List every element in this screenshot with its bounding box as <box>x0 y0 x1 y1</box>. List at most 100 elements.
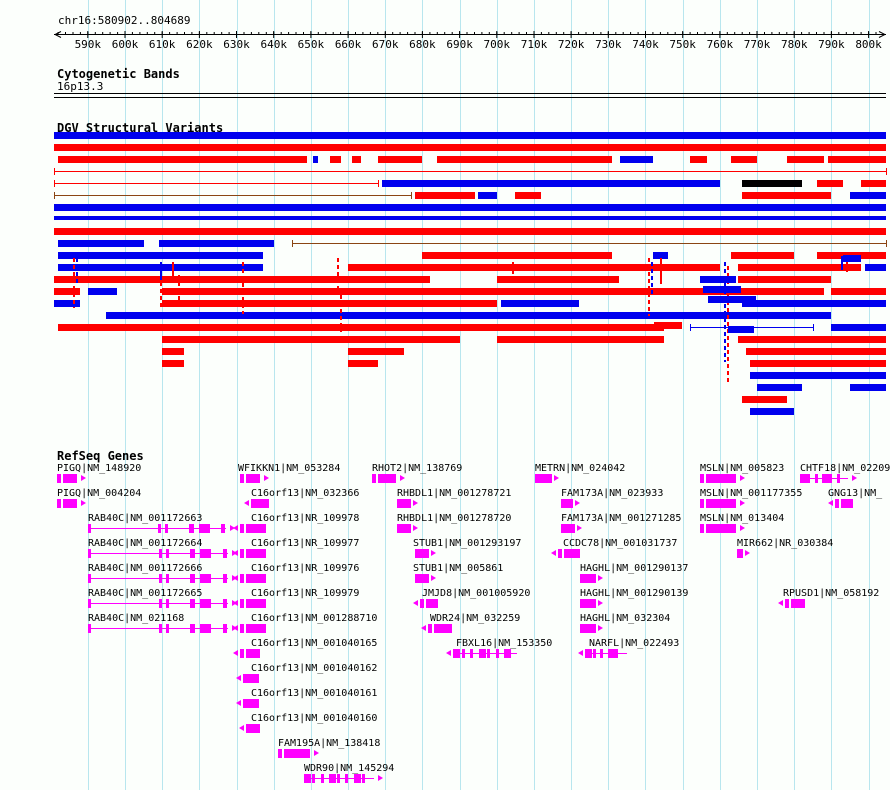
gene-label[interactable]: RHBDL1|NM_001278721 <box>397 488 512 499</box>
gene-label[interactable]: CCDC78|NM_001031737 <box>563 538 678 549</box>
gene-model[interactable] <box>535 474 559 483</box>
gene-label[interactable]: HAGHL|NM_032304 <box>580 613 671 624</box>
gene-label[interactable]: C16orf13|NR_109977 <box>251 538 360 549</box>
gene-model[interactable] <box>580 599 603 608</box>
gene-model[interactable] <box>244 499 269 508</box>
gene-model[interactable] <box>233 624 268 633</box>
gene-model[interactable] <box>828 499 855 508</box>
gene-label[interactable]: HAGHL|NM_001290139 <box>580 588 689 599</box>
exon-block <box>158 524 161 533</box>
gene-label[interactable]: RAB40C|NM_001172666 <box>88 563 203 574</box>
gridline-770k <box>757 0 758 790</box>
gene-label[interactable]: MSLN|NM_005823 <box>700 463 785 474</box>
gene-model[interactable] <box>236 699 259 708</box>
strand-arrow-right-icon <box>598 575 603 581</box>
gene-model[interactable] <box>700 524 745 533</box>
gene-label[interactable]: C16orf13|NM_001040165 <box>251 638 378 649</box>
gene-model[interactable] <box>800 474 857 483</box>
gene-label[interactable]: CHTF18|NM_02209 <box>800 463 890 474</box>
gene-label[interactable]: STUB1|NM_001293197 <box>413 538 522 549</box>
gridline-730k <box>608 0 609 790</box>
gene-model[interactable] <box>233 549 268 558</box>
gene-model[interactable] <box>561 524 582 533</box>
gene-label[interactable]: FAM173A|NM_001271285 <box>561 513 682 524</box>
gene-model[interactable] <box>88 549 237 558</box>
exon-block <box>240 524 244 533</box>
gene-label[interactable]: NARFL|NM_022493 <box>589 638 680 649</box>
gene-model[interactable] <box>57 474 86 483</box>
gene-model[interactable] <box>233 574 268 583</box>
gene-model[interactable] <box>446 649 519 658</box>
strand-arrow-right-icon <box>598 600 603 606</box>
gene-label[interactable]: C16orf13|NR_109979 <box>251 588 360 599</box>
gene-model[interactable] <box>737 549 750 558</box>
gene-label[interactable]: HAGHL|NM_001290137 <box>580 563 689 574</box>
gene-label[interactable]: FAM195A|NM_138418 <box>278 738 381 749</box>
gene-model[interactable] <box>580 574 603 583</box>
gene-label[interactable]: C16orf13|NM_032366 <box>251 488 360 499</box>
gene-label[interactable]: WDR90|NM_145294 <box>304 763 395 774</box>
gene-label[interactable]: METRN|NM_024042 <box>535 463 626 474</box>
gene-label[interactable]: RPUSD1|NM_058192 <box>783 588 880 599</box>
gene-model[interactable] <box>88 574 237 583</box>
gene-label[interactable]: MIR662|NR_030384 <box>737 538 834 549</box>
gene-model[interactable] <box>88 599 237 608</box>
gene-label[interactable]: PIGQ|NM_004204 <box>57 488 142 499</box>
gene-model[interactable] <box>397 524 418 533</box>
gene-model[interactable] <box>778 599 807 608</box>
gene-model[interactable] <box>551 549 582 558</box>
gene-model[interactable] <box>561 499 580 508</box>
exon-block <box>198 524 210 533</box>
gene-label[interactable]: FBXL16|NM_153350 <box>456 638 553 649</box>
gene-label[interactable]: C16orf13|NM_001040161 <box>251 688 378 699</box>
gene-label[interactable]: C16orf13|NR_109978 <box>251 513 360 524</box>
gene-model[interactable] <box>233 599 268 608</box>
gene-label[interactable]: MSLN|NM_013404 <box>700 513 785 524</box>
dgv-variant-gain <box>437 156 612 163</box>
gene-label[interactable]: C16orf13|NM_001040162 <box>251 663 378 674</box>
dgv-variant-gain <box>738 336 886 343</box>
gene-model[interactable] <box>278 749 319 758</box>
gene-label[interactable]: JMJD8|NM_001005920 <box>422 588 531 599</box>
gene-model[interactable] <box>240 474 269 483</box>
gene-label[interactable]: GNG13|NM_ <box>828 488 883 499</box>
gene-model[interactable] <box>233 649 262 658</box>
gene-model[interactable] <box>88 624 237 633</box>
gene-label[interactable]: RAB40C|NM_001172665 <box>88 588 203 599</box>
gene-model[interactable] <box>372 474 405 483</box>
exon-block <box>240 624 244 633</box>
gene-label[interactable]: STUB1|NM_005861 <box>413 563 504 574</box>
exon-block <box>188 524 194 533</box>
gene-label[interactable]: MSLN|NM_001177355 <box>700 488 803 499</box>
gene-label[interactable]: WFIKKN1|NM_053284 <box>238 463 341 474</box>
gene-label[interactable]: C16orf13|NM_001288710 <box>251 613 378 624</box>
gene-model[interactable] <box>397 499 418 508</box>
gene-model[interactable] <box>415 574 436 583</box>
gene-label[interactable]: C16orf13|NM_001040160 <box>251 713 378 724</box>
dgv-variant-gain <box>58 324 665 331</box>
gene-model[interactable] <box>88 524 235 533</box>
gene-model[interactable] <box>236 674 259 683</box>
gene-label[interactable]: RHOT2|NM_138769 <box>372 463 463 474</box>
gene-model[interactable] <box>233 524 268 533</box>
gene-model[interactable] <box>239 724 260 733</box>
gene-label[interactable]: PIGQ|NM_148920 <box>57 463 142 474</box>
gene-label[interactable]: RAB40C|NM_001172663 <box>88 513 203 524</box>
gene-model[interactable] <box>700 499 745 508</box>
gene-label[interactable]: RAB40C|NM_021168 <box>88 613 185 624</box>
gene-model[interactable] <box>580 624 603 633</box>
gene-label[interactable]: FAM173A|NM_023933 <box>561 488 664 499</box>
gene-model[interactable] <box>304 774 383 783</box>
gene-label[interactable]: WDR24|NM_032259 <box>430 613 521 624</box>
dgv-variant-row <box>0 143 890 155</box>
gene-model[interactable] <box>57 499 86 508</box>
gene-model[interactable] <box>415 549 436 558</box>
gene-model[interactable] <box>578 649 629 658</box>
gene-model[interactable] <box>413 599 440 608</box>
gene-model[interactable] <box>700 474 745 483</box>
gene-label[interactable]: RAB40C|NM_001172664 <box>88 538 203 549</box>
exon-block <box>88 574 91 583</box>
gene-label[interactable]: RHBDL1|NM_001278720 <box>397 513 512 524</box>
gene-label[interactable]: C16orf13|NR_109976 <box>251 563 360 574</box>
gene-model[interactable] <box>421 624 454 633</box>
